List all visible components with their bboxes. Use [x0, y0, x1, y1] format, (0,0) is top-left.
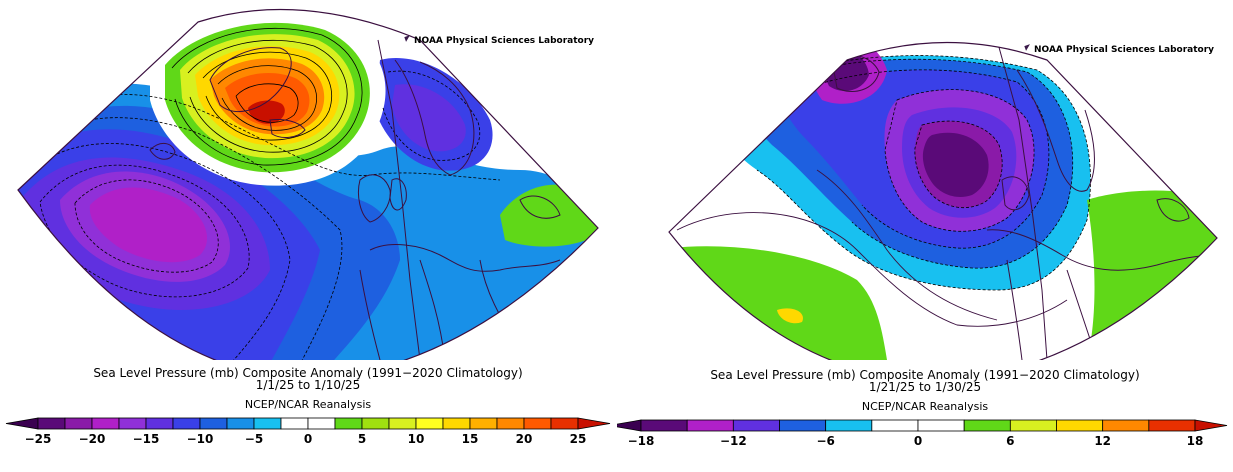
- colorbar-swatch: [1009, 419, 1057, 432]
- colorbar-tick-label: 12: [1094, 434, 1111, 448]
- credit-label: NOAA Physical Sciences Laboratory: [404, 35, 594, 46]
- psl-logo-icon: [1024, 44, 1032, 51]
- credit-label: NOAA Physical Sciences Laboratory: [1024, 44, 1214, 55]
- colorbar-swatch: [307, 417, 336, 430]
- colorbar-swatch: [64, 417, 93, 430]
- colorbar-swatch: [732, 419, 780, 432]
- slp-anomaly-map-right: [668, 41, 1218, 360]
- colorbar-swatch: [779, 419, 827, 432]
- colorbar-tick-label: 25: [570, 432, 587, 446]
- colorbar-swatch: [334, 417, 363, 430]
- colorbar-tick-label: 5: [358, 432, 366, 446]
- colorbar-swatch: [1056, 419, 1104, 432]
- data-source: NCEP/NCAR Reanalysis: [861, 400, 989, 413]
- colorbar-tick-label: −6: [816, 434, 834, 448]
- colorbar-tick-label: −12: [720, 434, 747, 448]
- colorbar-swatch: [361, 417, 390, 430]
- colorbar-swatch: [226, 417, 255, 430]
- colorbar-tick-label: −10: [187, 432, 214, 446]
- colorbar-swatch: [199, 417, 228, 430]
- map-title: Sea Level Pressure (mb) Composite Anomal…: [93, 366, 523, 380]
- map-panel-right: NOAA Physical Sciences Laboratory Sea Le…: [617, 0, 1233, 472]
- colorbar-swatch: [640, 419, 688, 432]
- date-range: 1/21/25 to 1/30/25: [868, 380, 982, 394]
- colorbar: −18 −12 −6 0 6 12 18: [617, 419, 1228, 448]
- psl-logo-icon: [404, 35, 412, 42]
- colorbar-swatch: [415, 417, 444, 430]
- colorbar-tick-label: 10: [408, 432, 425, 446]
- colorbar-swatch: [118, 417, 147, 430]
- colorbar-tick-label: −15: [133, 432, 160, 446]
- date-range: 1/1/25 to 1/10/25: [255, 378, 361, 392]
- colorbar-tick-label: −25: [25, 432, 52, 446]
- colorbar-tick-label: 0: [304, 432, 312, 446]
- colorbar-arrow-right: [577, 417, 611, 430]
- colorbar-swatch: [442, 417, 471, 430]
- slp-anomaly-map-left: [17, 8, 599, 360]
- colorbar-swatch: [469, 417, 498, 430]
- colorbar-swatch: [871, 419, 919, 432]
- colorbar-tick-label: −18: [628, 434, 655, 448]
- colorbar-swatch: [1148, 419, 1196, 432]
- colorbar-arrow-left: [617, 419, 642, 432]
- colorbar-swatch: [253, 417, 282, 430]
- colorbar-tick-label: 15: [462, 432, 479, 446]
- colorbar-swatch: [145, 417, 174, 430]
- colorbar-tick-label: 18: [1187, 434, 1204, 448]
- map-title: Sea Level Pressure (mb) Composite Anomal…: [710, 368, 1140, 382]
- colorbar-swatch: [550, 417, 579, 430]
- colorbar: −25 −20 −15 −10 −5 0 5 10 15 20 25: [5, 417, 611, 446]
- colorbar-tick-label: 20: [516, 432, 533, 446]
- colorbar-arrow-left: [5, 417, 39, 430]
- data-source: NCEP/NCAR Reanalysis: [244, 398, 372, 411]
- colorbar-tick-label: 0: [914, 434, 922, 448]
- map-panel-left: NOAA Physical Sciences Laboratory Sea Le…: [0, 0, 616, 472]
- colorbar-swatch: [963, 419, 1011, 432]
- colorbar-tick-label: −5: [245, 432, 263, 446]
- colorbar-tick-label: 6: [1006, 434, 1014, 448]
- colorbar-swatch: [280, 417, 309, 430]
- colorbar-swatch: [686, 419, 734, 432]
- colorbar-swatch: [825, 419, 873, 432]
- colorbar-swatch: [388, 417, 417, 430]
- colorbar-arrow-right: [1194, 419, 1228, 432]
- colorbar-swatch: [917, 419, 965, 432]
- colorbar-swatch: [523, 417, 552, 430]
- colorbar-swatch: [496, 417, 525, 430]
- colorbar-swatch: [172, 417, 201, 430]
- colorbar-tick-label: −20: [79, 432, 106, 446]
- colorbar-swatch: [91, 417, 120, 430]
- colorbar-swatch: [37, 417, 66, 430]
- colorbar-swatch: [1102, 419, 1150, 432]
